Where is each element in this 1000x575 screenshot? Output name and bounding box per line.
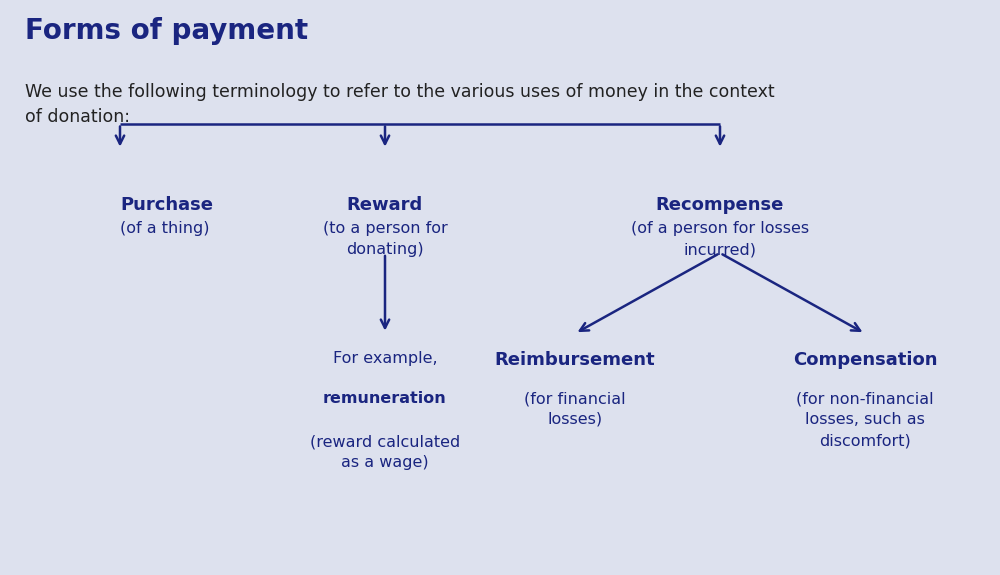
Text: (for non-financial
losses, such as
discomfort): (for non-financial losses, such as disco… bbox=[796, 391, 934, 448]
Text: (reward calculated
as a wage): (reward calculated as a wage) bbox=[310, 434, 460, 470]
Text: Purchase: Purchase bbox=[120, 196, 213, 213]
Text: (of a thing): (of a thing) bbox=[120, 221, 210, 236]
Text: For example,: For example, bbox=[333, 351, 437, 366]
Text: (to a person for
donating): (to a person for donating) bbox=[323, 221, 447, 258]
Text: Recompense: Recompense bbox=[656, 196, 784, 213]
Text: We use the following terminology to refer to the various uses of money in the co: We use the following terminology to refe… bbox=[25, 83, 775, 126]
Text: remuneration: remuneration bbox=[323, 391, 447, 406]
Text: Forms of payment: Forms of payment bbox=[25, 17, 308, 45]
Text: Reimbursement: Reimbursement bbox=[495, 351, 655, 369]
Text: (for financial
losses): (for financial losses) bbox=[524, 391, 626, 427]
Text: Reward: Reward bbox=[347, 196, 423, 213]
Text: (of a person for losses
incurred): (of a person for losses incurred) bbox=[631, 221, 809, 258]
Text: Compensation: Compensation bbox=[793, 351, 937, 369]
